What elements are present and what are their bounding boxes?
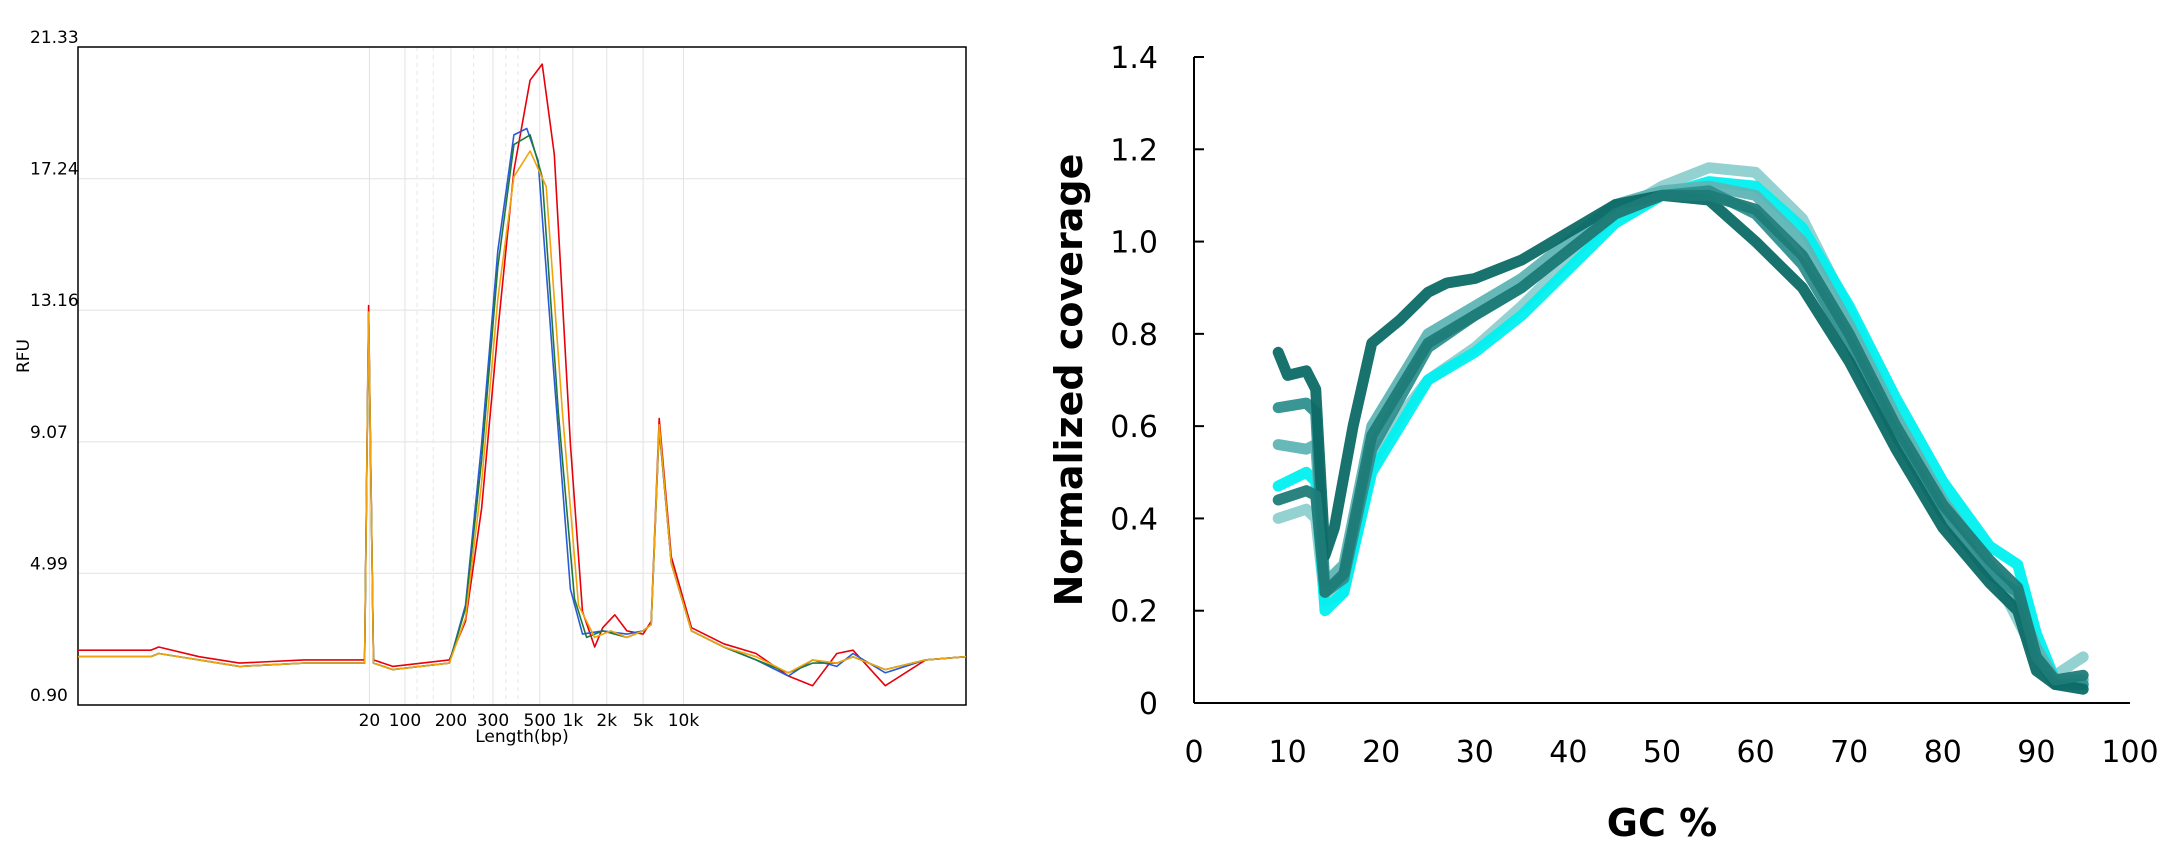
right-x-tick-label: 90	[2017, 735, 2055, 770]
left-x-tick-label: 10k	[668, 711, 700, 731]
left-gridlines	[78, 47, 966, 705]
left-y-tick-label: 0.90	[30, 686, 68, 706]
left-y-tick-label: 4.99	[30, 554, 68, 574]
electropherogram-chart: 0.90 4.99 9.07 13.16 17.24 21.33 20 100 200 300 5…	[14, 28, 967, 747]
left-x-tick-label: 200	[435, 711, 467, 731]
right-y-tick-label: 0	[1139, 687, 1158, 722]
left-series-line	[78, 150, 967, 674]
left-y-tick-label: 13.16	[30, 291, 79, 311]
left-y-tick-label: 17.24	[30, 160, 79, 180]
right-x-tick-label: 0	[1184, 735, 1203, 770]
left-y-axis-label: RFU	[14, 339, 34, 373]
right-x-tick-label: 70	[1830, 735, 1868, 770]
right-y-tick-label: 0.2	[1110, 595, 1158, 630]
right-x-tick-label: 10	[1269, 735, 1307, 770]
left-x-tick-label: 300	[477, 711, 509, 731]
left-x-tick-label: 2k	[596, 711, 617, 731]
left-x-tick-labels: 20 100 200 300 500 1k 2k 5k 10k	[359, 711, 700, 731]
right-x-tick-label: 40	[1549, 735, 1587, 770]
right-y-axis-label: Normalized coverage	[1047, 154, 1091, 607]
right-y-tick-label: 1.4	[1110, 41, 1158, 76]
right-series-line	[1272, 176, 2089, 690]
right-x-tick-label: 30	[1456, 735, 1494, 770]
left-x-axis-label: Length(bp)	[475, 727, 568, 747]
right-x-tick-label: 50	[1643, 735, 1681, 770]
left-x-tick-label: 1k	[563, 711, 584, 731]
right-y-tick-label: 0.8	[1110, 318, 1158, 353]
left-x-tick-label: 500	[524, 711, 556, 731]
right-x-tick-label: 80	[1924, 735, 1962, 770]
right-x-tick-label: 100	[2101, 735, 2158, 770]
right-x-ticks: 0 10 20 30 40 50 60 70 80 90 100	[1184, 735, 2158, 770]
right-y-tick-label: 0.6	[1110, 410, 1158, 445]
left-plot-frame	[77, 46, 967, 706]
right-x-tick-label: 60	[1737, 735, 1775, 770]
right-y-ticks: 0 0.2 0.4 0.6 0.8 1.0 1.2 1.4	[1110, 41, 1204, 722]
left-y-tick-label: 9.07	[30, 423, 68, 443]
gc-coverage-chart: 0 0.2 0.4 0.6 0.8 1.0 1.2 1.4 0 10 20 30 40 50 60 70 80…	[1047, 41, 2159, 845]
left-x-tick-label: 5k	[633, 711, 654, 731]
left-y-tick-label: 21.33	[30, 28, 79, 48]
right-y-tick-label: 1.2	[1110, 133, 1158, 168]
right-series-line	[1272, 189, 2089, 695]
left-series-line	[78, 127, 967, 677]
left-series-line	[78, 134, 967, 674]
right-x-axis-label: GC %	[1607, 801, 1717, 845]
right-y-tick-label: 1.0	[1110, 226, 1158, 261]
left-x-tick-label: 20	[359, 711, 381, 731]
right-y-tick-label: 0.4	[1110, 502, 1158, 537]
right-x-tick-label: 20	[1362, 735, 1400, 770]
left-series-line	[78, 63, 967, 687]
right-series-lines	[1272, 162, 2089, 695]
right-series-line	[1272, 189, 2089, 686]
left-y-tick-labels: 0.90 4.99 9.07 13.16 17.24 21.33	[30, 28, 79, 706]
left-series-lines	[78, 63, 967, 687]
left-x-tick-label: 100	[389, 711, 421, 731]
